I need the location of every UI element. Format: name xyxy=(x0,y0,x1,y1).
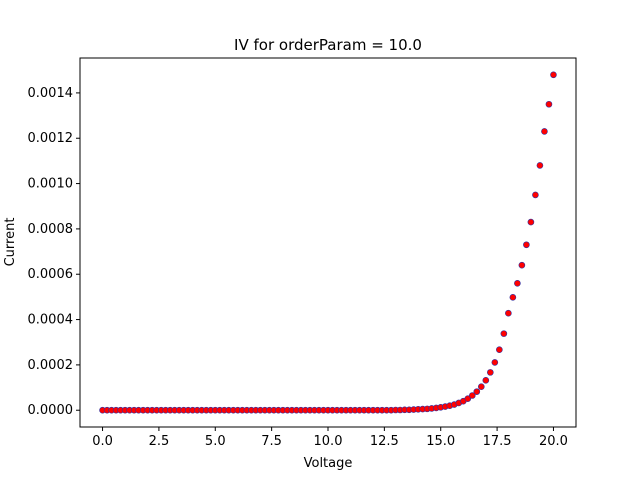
x-tick-label: 5.0 xyxy=(205,434,226,449)
x-tick-label: 0.0 xyxy=(92,434,113,449)
x-tick-label: 17.5 xyxy=(483,434,512,449)
data-point xyxy=(509,294,517,301)
data-point xyxy=(527,218,535,226)
data-point xyxy=(545,100,553,108)
y-tick-label: 0.0014 xyxy=(28,86,74,101)
x-tick-label: 12.5 xyxy=(370,434,399,449)
x-tick-label: 15.0 xyxy=(426,434,455,449)
data-point xyxy=(523,241,530,249)
data-point xyxy=(532,191,539,199)
data-points xyxy=(99,71,557,414)
data-point xyxy=(473,388,481,395)
data-point xyxy=(496,346,503,354)
x-axis-ticks: 0.0 2.5 5.0 7.5 10.0 12.5 15.0 17.5 20.0 xyxy=(92,427,568,449)
x-tick-label: 20.0 xyxy=(539,434,568,449)
y-tick-label: 0.0010 xyxy=(28,177,74,192)
x-axis-label: Voltage xyxy=(304,456,353,471)
data-point xyxy=(482,377,490,384)
data-point xyxy=(487,369,494,376)
data-point xyxy=(464,395,472,402)
chart-title: IV for orderParam = 10.0 xyxy=(234,36,422,54)
x-tick-label: 2.5 xyxy=(149,434,170,449)
data-point xyxy=(514,279,521,287)
data-point xyxy=(478,383,485,390)
data-point xyxy=(505,309,512,317)
y-tick-label: 0.0004 xyxy=(28,313,74,328)
data-point xyxy=(536,162,544,169)
data-point xyxy=(550,71,557,79)
y-tick-label: 0.0012 xyxy=(28,131,74,146)
x-tick-label: 7.5 xyxy=(261,434,282,449)
y-axis-label: Current xyxy=(3,218,18,267)
plot-area xyxy=(79,57,577,428)
y-tick-label: 0.0006 xyxy=(28,267,74,282)
data-point xyxy=(491,359,499,366)
data-point xyxy=(500,330,508,337)
y-tick-label: 0.0000 xyxy=(28,403,74,418)
axes-frame xyxy=(79,57,577,428)
y-tick-label: 0.0002 xyxy=(28,358,74,373)
data-point xyxy=(541,128,548,135)
data-point xyxy=(518,261,526,269)
y-axis-ticks: 0.0000 0.0002 0.0004 0.0006 0.0008 0.0010 0.00… xyxy=(28,86,80,418)
y-tick-label: 0.0008 xyxy=(28,222,74,237)
data-point xyxy=(468,392,476,399)
x-tick-label: 10.0 xyxy=(314,434,343,449)
